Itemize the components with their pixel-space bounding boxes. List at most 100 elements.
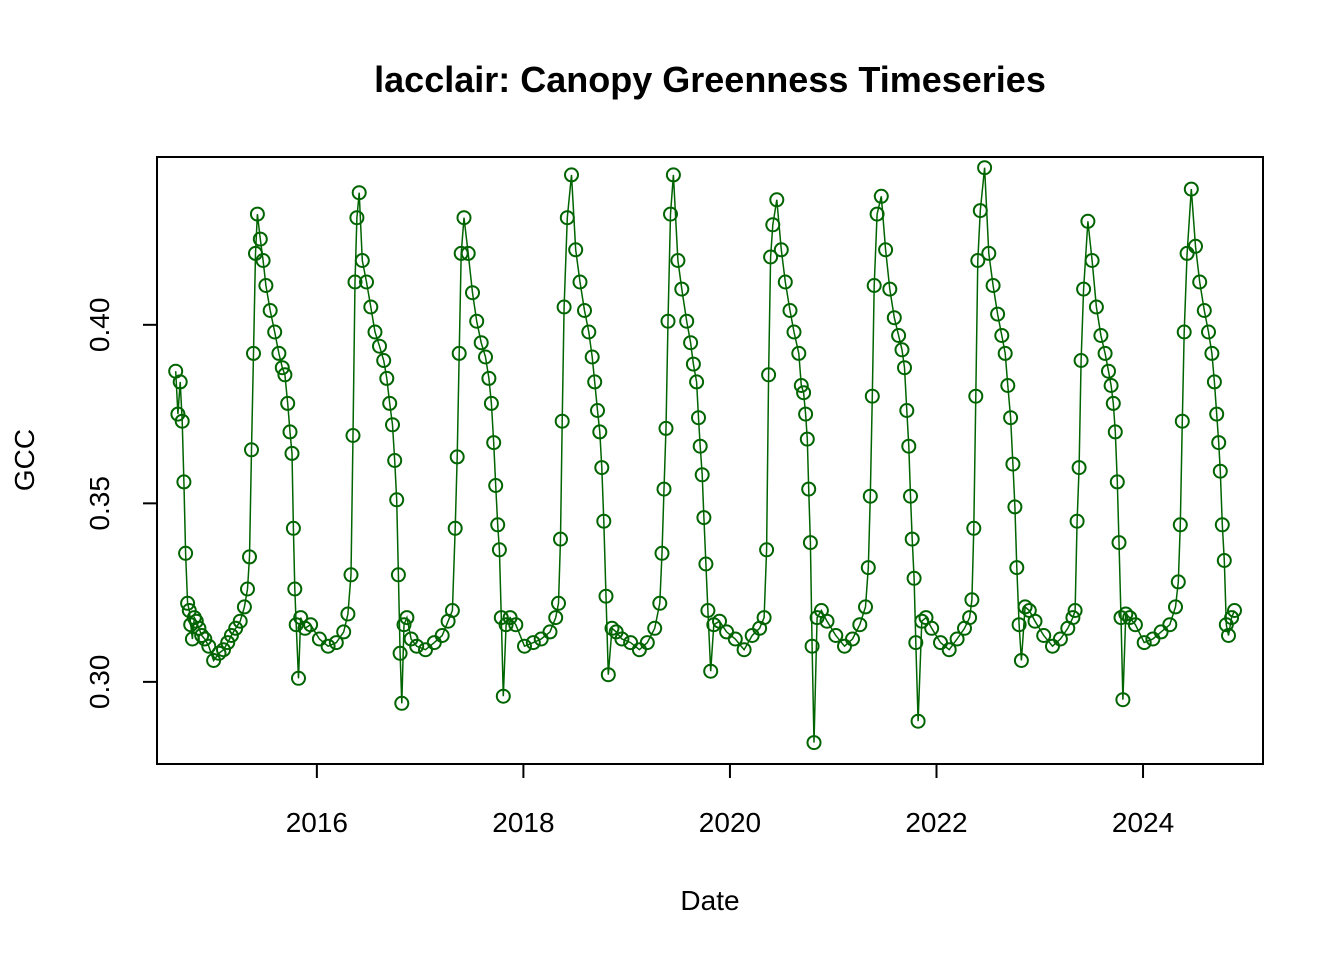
data-point: [964, 592, 980, 608]
data-point: [1212, 463, 1228, 479]
data-point: [600, 667, 616, 683]
data-point: [249, 206, 265, 222]
data-point: [568, 242, 584, 258]
data-point: [1201, 324, 1216, 340]
data-point: [553, 531, 568, 547]
data-point: [1109, 474, 1125, 490]
data-point: [1076, 281, 1092, 297]
data-point: [862, 488, 878, 504]
data-point: [262, 303, 278, 318]
data-point: [551, 595, 566, 611]
data-point: [303, 617, 319, 633]
data-point: [604, 620, 620, 636]
data-point: [581, 324, 597, 340]
data-point: [345, 428, 361, 443]
data-point: [647, 620, 663, 636]
data-point: [845, 631, 860, 647]
data-point: [828, 628, 844, 643]
data-point: [287, 581, 303, 597]
data-point: [1107, 424, 1123, 440]
data-point: [258, 278, 274, 293]
y-tick-label: 0.40: [84, 298, 115, 353]
data-point: [246, 345, 261, 361]
data-point: [756, 610, 772, 626]
data-point: [1174, 413, 1190, 429]
data-point: [340, 606, 356, 622]
data-point: [473, 335, 489, 351]
data-point: [763, 249, 779, 265]
data-point: [654, 545, 670, 561]
data-point: [379, 370, 395, 386]
data-point: [696, 510, 712, 526]
data-point: [769, 192, 785, 208]
data-point: [860, 560, 876, 576]
data-point: [683, 335, 699, 351]
data-point: [490, 517, 506, 533]
data-point: [232, 613, 248, 629]
series-group: [168, 160, 1242, 751]
data-point: [596, 513, 612, 529]
data-point: [1027, 613, 1043, 629]
plot-frame: [156, 156, 1264, 765]
data-point: [1176, 324, 1192, 340]
data-point: [691, 410, 706, 426]
data-point: [451, 345, 467, 361]
data-point: [866, 278, 882, 293]
data-point: [703, 663, 719, 679]
x-tick-label: 2022: [905, 807, 967, 838]
data-point: [349, 210, 365, 226]
data-point: [685, 356, 701, 372]
data-point: [765, 217, 781, 233]
data-point: [469, 313, 485, 329]
data-point: [194, 628, 210, 643]
data-point: [1067, 603, 1083, 618]
data-point: [908, 635, 924, 651]
data-point: [271, 345, 287, 361]
data-point: [700, 603, 716, 618]
data-point: [572, 274, 588, 290]
data-point: [1111, 535, 1127, 551]
data-point: [773, 242, 789, 258]
data-point: [759, 542, 775, 558]
data-point: [359, 274, 374, 290]
data-point: [864, 388, 880, 404]
data-point: [949, 631, 965, 647]
data-point: [587, 374, 603, 390]
data-point: [985, 278, 1001, 293]
data-point: [658, 420, 674, 436]
data-point: [1211, 435, 1227, 451]
data-point: [663, 206, 678, 222]
data-point: [172, 374, 188, 390]
data-point: [899, 403, 915, 418]
data-point: [1172, 517, 1188, 533]
chart-title: lacclair: Canopy Greenness Timeseries: [374, 59, 1046, 100]
data-point: [692, 438, 708, 454]
data-point: [449, 449, 465, 465]
data-point: [274, 360, 290, 376]
data-point: [882, 281, 898, 297]
data-point: [793, 378, 809, 393]
data-point: [901, 438, 917, 454]
data-point: [962, 610, 978, 626]
data-point: [924, 620, 940, 636]
data-point: [1196, 303, 1212, 318]
data-point: [873, 188, 889, 204]
data-point: [336, 624, 352, 640]
data-point: [891, 328, 907, 343]
data-point: [486, 435, 502, 451]
data-point: [577, 303, 592, 318]
data-point: [761, 367, 777, 383]
data-point: [1216, 553, 1232, 568]
data-point: [1103, 378, 1119, 393]
data-point: [328, 635, 344, 651]
data-point: [981, 245, 997, 261]
data-point: [354, 253, 370, 268]
data-point: [508, 617, 524, 633]
data-point: [525, 635, 541, 651]
data-point: [244, 442, 259, 458]
data-point: [1127, 617, 1143, 633]
data-point: [1162, 617, 1178, 633]
data-point: [201, 638, 217, 654]
data-point: [488, 478, 504, 493]
data-point: [1007, 499, 1023, 515]
